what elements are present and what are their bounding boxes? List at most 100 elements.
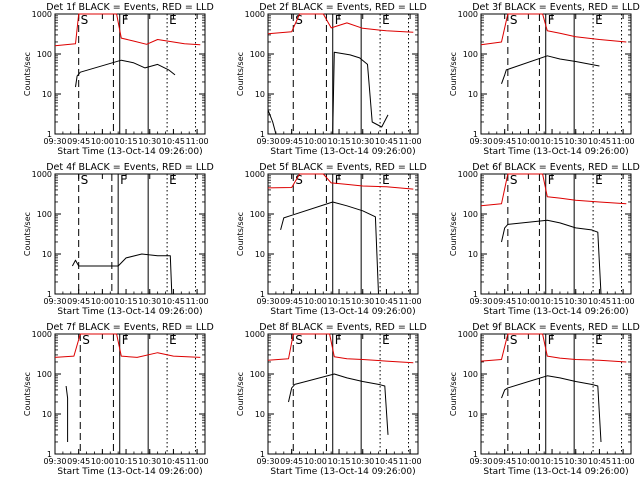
y-tick-label: 10 — [468, 90, 478, 99]
marker-label: F — [122, 333, 129, 347]
y-tick-label: 100 — [37, 50, 52, 59]
y-tick-label: 100 — [37, 210, 52, 219]
y-tick-label: 1 — [260, 130, 265, 139]
x-tick-label: 09:30 — [43, 457, 66, 466]
y-tick-label: 1000 — [458, 170, 478, 179]
y-tick-label: 10 — [42, 410, 52, 419]
events-series-line — [280, 201, 379, 295]
x-tick-label: 10:45 — [162, 297, 185, 306]
y-tick-label: 100 — [250, 50, 265, 59]
y-tick-label: 10 — [42, 250, 52, 259]
x-tick-label: 10:15 — [115, 457, 138, 466]
marker-label: E — [169, 333, 177, 347]
marker-label: F — [335, 173, 342, 187]
plot-frame — [54, 173, 206, 295]
x-tick-label: 11:00 — [399, 457, 422, 466]
x-tick-label: 10:45 — [375, 297, 398, 306]
panel-4: Det 4f BLACK = Events, RED = LLD 1 10 100 10… — [23, 162, 214, 317]
marker-label: E — [382, 173, 390, 187]
x-tick-label: 09:30 — [469, 137, 492, 146]
y-tick-label: 100 — [463, 370, 478, 379]
events-series-line — [267, 51, 389, 135]
y-axis-label: Counts/sec — [23, 372, 32, 416]
y-tick-label: 1000 — [245, 330, 265, 339]
x-tick-label: 10:45 — [162, 137, 185, 146]
y-tick-label: 1000 — [32, 330, 52, 339]
x-tick-label: 09:30 — [256, 137, 279, 146]
events-series-line — [501, 219, 602, 295]
marker-label: S — [81, 13, 89, 27]
y-axis-label: Counts/sec — [449, 372, 458, 416]
marker-label: F — [548, 333, 555, 347]
x-tick-label: 10:00 — [91, 137, 114, 146]
panel-5: Det 5f BLACK = Events, RED = LLD 1 10 100 10… — [236, 162, 427, 317]
marker-label: E — [169, 13, 177, 27]
x-axis-label: Start Time (13-Oct-14 09:26:00) — [270, 307, 415, 317]
x-axis-label: Start Time (13-Oct-14 09:26:00) — [483, 467, 628, 477]
marker-label: E — [595, 13, 603, 27]
x-tick-label: 09:30 — [43, 137, 66, 146]
lld-series-line — [54, 333, 201, 358]
x-tick-label: 10:15 — [115, 137, 138, 146]
x-tick-label: 10:15 — [541, 137, 564, 146]
y-tick-label: 1000 — [245, 10, 265, 19]
panel-6: Det 6f BLACK = Events, RED = LLD 1 10 100 10… — [449, 162, 640, 317]
y-tick-label: 1 — [47, 450, 52, 459]
marker-label: S — [510, 13, 518, 27]
lld-series-line — [54, 13, 201, 47]
x-tick-label: 10:45 — [588, 457, 611, 466]
x-tick-label: 10:15 — [541, 297, 564, 306]
x-tick-label: 10:00 — [91, 297, 114, 306]
marker-label: E — [169, 173, 177, 187]
lld-series-line — [480, 173, 627, 207]
x-tick-label: 09:45 — [493, 297, 516, 306]
x-tick-label: 09:45 — [493, 457, 516, 466]
x-tick-label: 10:00 — [304, 137, 327, 146]
x-tick-label: 09:45 — [280, 137, 303, 146]
x-tick-label: 10:45 — [588, 297, 611, 306]
panel-title: Det 1f BLACK = Events, RED = LLD — [46, 2, 214, 13]
x-axis-label: Start Time (13-Oct-14 09:26:00) — [270, 467, 415, 477]
marker-label: S — [510, 173, 518, 187]
panel-7: Det 7f BLACK = Events, RED = LLD 1 10 100 10… — [23, 322, 214, 477]
x-axis-label: Start Time (13-Oct-14 09:26:00) — [270, 147, 415, 157]
x-tick-label: 11:00 — [612, 137, 635, 146]
x-tick-label: 10:00 — [91, 457, 114, 466]
panel-title: Det 4f BLACK = Events, RED = LLD — [46, 162, 214, 173]
lld-series-line — [267, 13, 414, 35]
x-tick-label: 10:45 — [588, 137, 611, 146]
y-tick-label: 1 — [260, 290, 265, 299]
y-tick-label: 100 — [250, 370, 265, 379]
x-tick-label: 10:30 — [351, 457, 374, 466]
x-tick-label: 11:00 — [399, 297, 422, 306]
x-tick-label: 10:30 — [138, 297, 161, 306]
x-axis-label: Start Time (13-Oct-14 09:26:00) — [57, 467, 202, 477]
events-series-line — [65, 385, 69, 442]
marker-label: E — [382, 13, 390, 27]
plot-frame — [267, 333, 419, 455]
marker-label: F — [335, 13, 342, 27]
x-tick-label: 09:30 — [469, 457, 492, 466]
marker-label: E — [382, 333, 390, 347]
plot-frame — [54, 13, 206, 135]
x-tick-label: 10:30 — [564, 297, 587, 306]
x-tick-label: 11:00 — [186, 297, 209, 306]
plot-frame — [54, 333, 206, 455]
x-tick-label: 10:15 — [328, 137, 351, 146]
x-axis-label: Start Time (13-Oct-14 09:26:00) — [483, 307, 628, 317]
x-tick-label: 11:00 — [612, 457, 635, 466]
x-tick-label: 09:45 — [493, 137, 516, 146]
lld-series-line — [267, 173, 414, 190]
panel-2: Det 2f BLACK = Events, RED = LLD 1 10 100 10… — [236, 2, 427, 157]
marker-label: S — [295, 333, 303, 347]
y-tick-label: 1000 — [32, 170, 52, 179]
panel-title: Det 5f BLACK = Events, RED = LLD — [259, 162, 427, 173]
x-tick-label: 11:00 — [186, 137, 209, 146]
marker-label: S — [81, 173, 89, 187]
y-tick-label: 100 — [37, 370, 52, 379]
events-series-line — [75, 59, 176, 88]
marker-label: E — [595, 173, 603, 187]
y-tick-label: 1000 — [458, 330, 478, 339]
marker-label: F — [120, 173, 127, 187]
